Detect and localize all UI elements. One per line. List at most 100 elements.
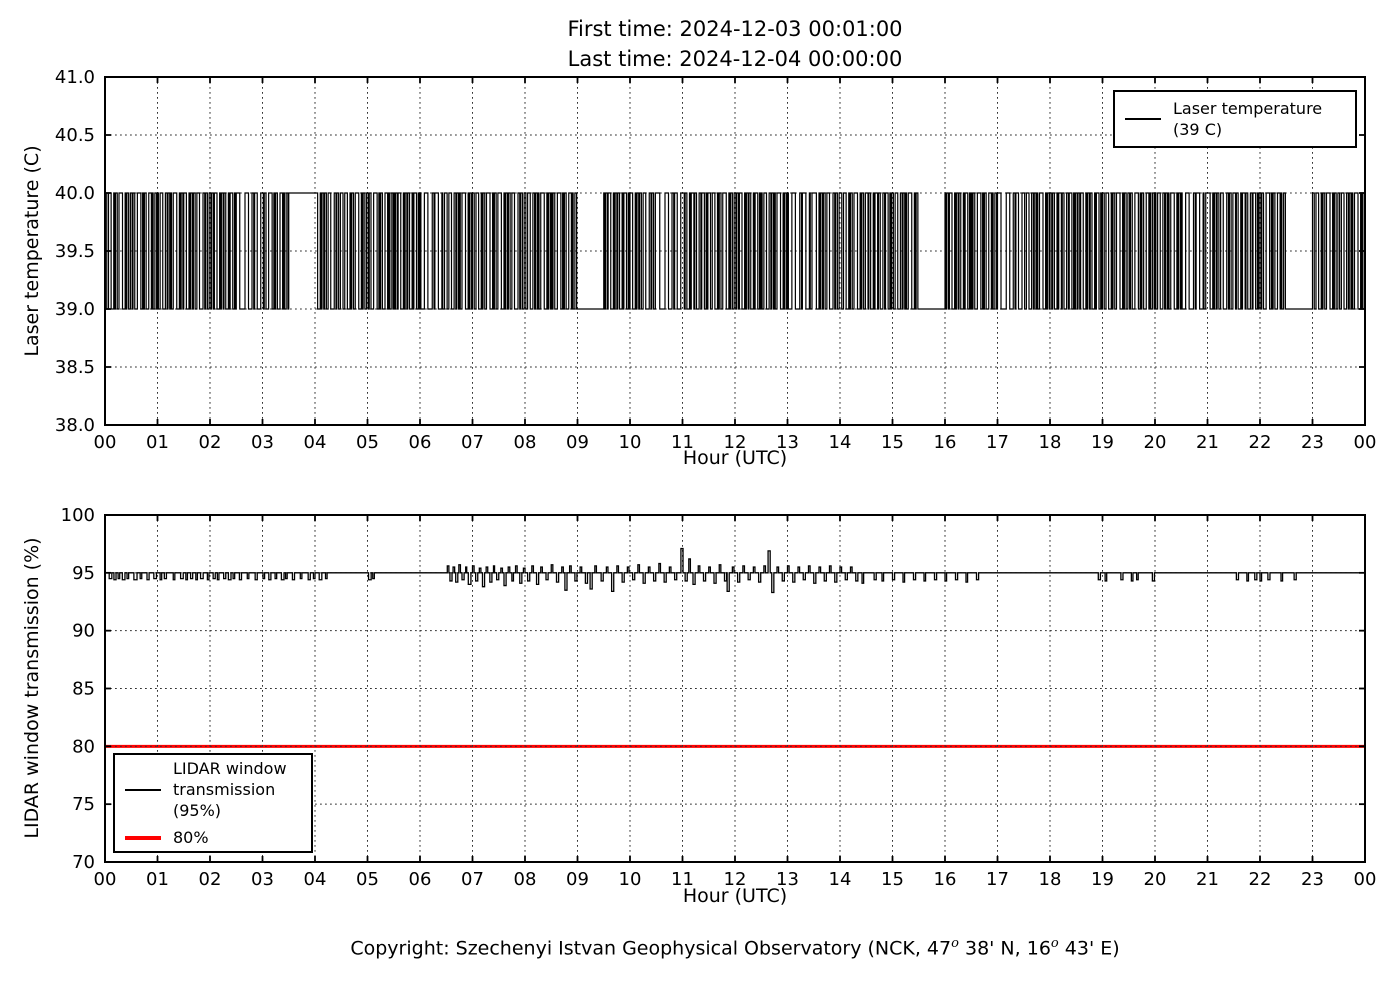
- x-tick-label: 03: [251, 432, 274, 453]
- x-tick-label: 08: [514, 432, 537, 453]
- copyright-text-pre: Copyright: Szechenyi Istvan Geophysical …: [350, 937, 952, 960]
- plot-frame: [104, 76, 1366, 426]
- legend-item-transmission-label: LIDAR window transmission (95%): [173, 758, 287, 821]
- y-tick-label: 95: [72, 563, 95, 584]
- x-tick-label: 21: [1196, 869, 1219, 890]
- legend-black-line-sample: [125, 788, 161, 791]
- degree-superscript: o: [1050, 936, 1059, 951]
- legend-label-line2: (39 C): [1173, 120, 1223, 139]
- x-tick-label: 12: [724, 432, 747, 453]
- x-tick-label: 22: [1249, 432, 1272, 453]
- y-tick-label: 38.5: [55, 357, 95, 378]
- x-tick-label: 13: [776, 432, 799, 453]
- x-tick-label: 05: [356, 432, 379, 453]
- x-tick-label: 08: [514, 869, 537, 890]
- x-tick-label: 07: [461, 432, 484, 453]
- x-tick-label: 15: [881, 432, 904, 453]
- y-tick-label: 100: [61, 505, 95, 526]
- laser-temperature-legend: Laser temperature (39 C): [1113, 90, 1357, 148]
- x-tick-label: 19: [1091, 869, 1114, 890]
- y-tick-label: 40.0: [55, 183, 95, 204]
- transmission-axis-label: LIDAR window transmission (%): [21, 537, 43, 839]
- x-tick-label: 22: [1249, 869, 1272, 890]
- legend-label-line1: LIDAR window: [173, 759, 287, 778]
- hour-axis-label-bottom: Hour (UTC): [682, 885, 788, 907]
- x-tick-label: 01: [146, 432, 169, 453]
- title-line-first-time: First time: 2024-12-03 00:01:00: [567, 17, 903, 41]
- legend-label-line3: (95%): [173, 801, 222, 820]
- legend-label: Laser temperature (39 C): [1173, 98, 1322, 140]
- x-tick-label: 17: [986, 432, 1009, 453]
- legend-label-line2: transmission: [173, 780, 276, 799]
- x-tick-label: 21: [1196, 432, 1219, 453]
- y-tick-label: 70: [72, 852, 95, 873]
- x-tick-label: 09: [566, 432, 589, 453]
- x-tick-label: 23: [1301, 432, 1324, 453]
- legend-label-line1: Laser temperature: [1173, 99, 1323, 118]
- x-tick-label: 06: [409, 869, 432, 890]
- x-tick-label: 20: [1144, 432, 1167, 453]
- legend-item-transmission: LIDAR window transmission (95%): [125, 758, 301, 821]
- x-tick-label: 05: [356, 869, 379, 890]
- x-tick-label: 19: [1091, 432, 1114, 453]
- y-tick-label: 39.5: [55, 241, 95, 262]
- x-tick-label: 01: [146, 869, 169, 890]
- laser-temperature-chart: 00 01 02 03 04 05 06 07 08 09 10 11 12 13 14 15 16 17 18 19…: [55, 67, 1377, 453]
- x-tick-label: 10: [619, 869, 642, 890]
- x-tick-label: 11: [671, 432, 694, 453]
- chart-title: First time: 2024-12-03 00:01:00 Last tim…: [105, 14, 1365, 74]
- y-tick-label: 38.0: [55, 415, 95, 436]
- lidar-transmission-chart: 00 01 02 03 04 05 06 07 08 09 10 11 12 13 14 15 16 17 18 19…: [61, 505, 1377, 890]
- x-tick-label: 02: [199, 869, 222, 890]
- legend-item-threshold-label: 80%: [173, 828, 209, 847]
- x-tick-label: 16: [934, 432, 957, 453]
- x-tick-label: 17: [986, 869, 1009, 890]
- x-tick-label: 04: [304, 432, 327, 453]
- y-tick-label: 85: [72, 679, 95, 700]
- x-tick-label: 04: [304, 869, 327, 890]
- legend-black-line-sample: [1125, 118, 1161, 120]
- x-tick-label: 12: [724, 869, 747, 890]
- x-tick-label: 03: [251, 869, 274, 890]
- x-tick-label: 00: [1354, 869, 1377, 890]
- x-tick-label: 16: [934, 869, 957, 890]
- x-tick-label: 15: [881, 869, 904, 890]
- legend-red-line-sample: [125, 835, 161, 840]
- y-tick-label: 90: [72, 621, 95, 642]
- y-tick-label: 39.0: [55, 299, 95, 320]
- y-tick-label: 41.0: [55, 67, 95, 88]
- transmission-legend: LIDAR window transmission (95%) 80%: [113, 753, 313, 853]
- y-tick-label: 40.5: [55, 125, 95, 146]
- x-tick-label: 02: [199, 432, 222, 453]
- x-tick-label: 11: [671, 869, 694, 890]
- x-tick-label: 14: [829, 869, 852, 890]
- x-tick-label: 20: [1144, 869, 1167, 890]
- x-tick-label: 09: [566, 869, 589, 890]
- x-tick-label: 14: [829, 432, 852, 453]
- x-tick-label: 10: [619, 432, 642, 453]
- x-tick-label: 06: [409, 432, 432, 453]
- x-tick-label: 18: [1039, 869, 1062, 890]
- legend-item-threshold: 80%: [125, 827, 301, 848]
- x-tick-label: 00: [94, 432, 117, 453]
- x-tick-label: 13: [776, 869, 799, 890]
- laser-temperature-axis-label: Laser temperature (C): [21, 145, 43, 357]
- x-tick-label: 00: [94, 869, 117, 890]
- laser-temperature-line: [105, 192, 1365, 310]
- x-tick-label: 00: [1354, 432, 1377, 453]
- x-tick-label: 18: [1039, 432, 1062, 453]
- x-tick-label: 07: [461, 869, 484, 890]
- x-tick-label: 23: [1301, 869, 1324, 890]
- y-tick-label: 80: [72, 736, 95, 757]
- transmission-line: [105, 547, 1365, 594]
- title-line-last-time: Last time: 2024-12-04 00:00:00: [567, 47, 903, 71]
- copyright-line: Copyright: Szechenyi Istvan Geophysical …: [105, 936, 1365, 959]
- copyright-text-mid: 38' N, 16: [958, 937, 1051, 960]
- y-tick-label: 75: [72, 794, 95, 815]
- degree-superscript: o: [951, 936, 959, 951]
- hour-axis-label-top: Hour (UTC): [682, 447, 788, 469]
- plot-frame: [104, 514, 1366, 863]
- copyright-text-end: 43' E): [1058, 937, 1120, 960]
